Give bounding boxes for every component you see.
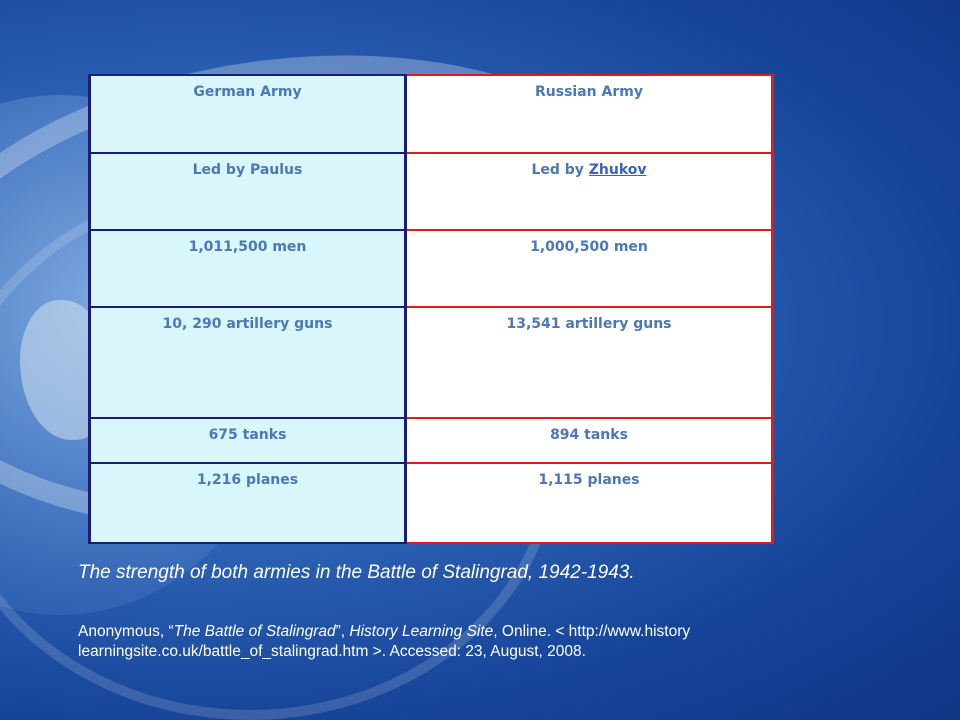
table-row: 1,011,500 men 1,000,500 men — [88, 229, 774, 308]
russian-men: 1,000,500 men — [404, 229, 774, 308]
table-header-row: German Army Russian Army — [88, 74, 774, 154]
german-commander: Led by Paulus — [88, 152, 407, 231]
russian-army-header: Russian Army — [404, 74, 774, 154]
citation-site-name: History Learning Site — [349, 623, 494, 640]
source-citation: Anonymous, “The Battle of Stalingrad”, H… — [78, 622, 858, 662]
german-men: 1,011,500 men — [88, 229, 407, 308]
german-planes: 1,216 planes — [88, 462, 407, 544]
table-row: 1,216 planes 1,115 planes — [88, 462, 774, 544]
citation-details: , Online. < http://www.history learnings… — [78, 623, 691, 660]
german-army-header: German Army — [88, 74, 407, 154]
russian-tanks: 894 tanks — [404, 417, 774, 464]
armies-comparison-table: German Army Russian Army Led by Paulus L… — [88, 74, 774, 544]
citation-author: Anonymous, “ — [78, 623, 174, 640]
citation-quote-close: ”, — [335, 623, 350, 640]
table-row: Led by Paulus Led by Zhukov — [88, 152, 774, 231]
german-artillery: 10, 290 artillery guns — [88, 306, 407, 419]
zhukov-link[interactable]: Zhukov — [588, 162, 647, 178]
russian-commander-label: Led by — [531, 162, 589, 178]
russian-artillery: 13,541 artillery guns — [404, 306, 774, 419]
citation-article-title: The Battle of Stalingrad — [173, 623, 336, 640]
russian-planes: 1,115 planes — [404, 462, 774, 544]
russian-commander: Led by Zhukov — [404, 152, 774, 231]
table-caption: The strength of both armies in the Battl… — [78, 562, 635, 583]
table-row: 10, 290 artillery guns 13,541 artillery … — [88, 306, 774, 419]
german-tanks: 675 tanks — [88, 417, 407, 464]
table-row: 675 tanks 894 tanks — [88, 417, 774, 464]
